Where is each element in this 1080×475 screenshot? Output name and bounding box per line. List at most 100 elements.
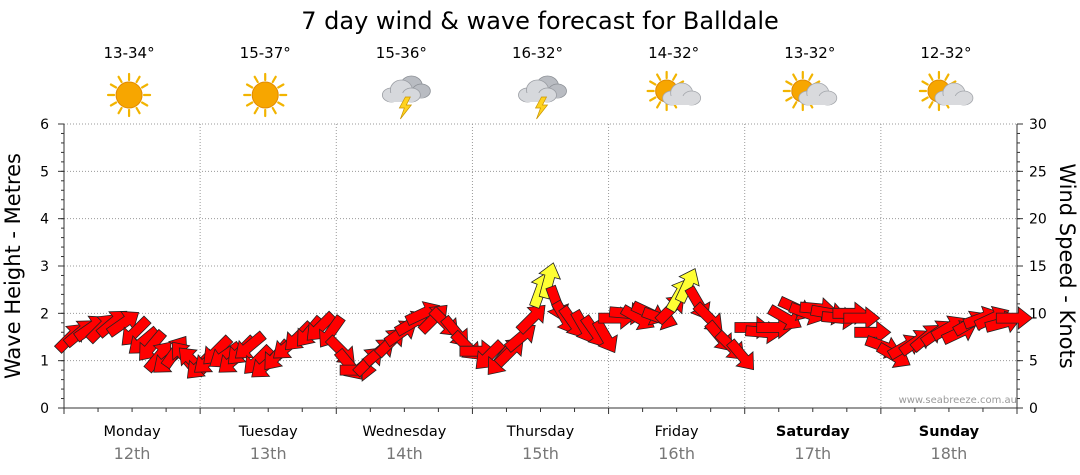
sun-ray (785, 96, 793, 102)
sunny-icon (243, 72, 288, 118)
left-tick-label: 4 (40, 212, 49, 228)
right-tick-label: 10 (1029, 306, 1047, 322)
sun-disc (115, 81, 143, 109)
sun-ray (140, 83, 149, 89)
wind-arrow (591, 318, 618, 354)
cloud-base (938, 96, 969, 105)
sun-ray (944, 73, 950, 81)
left-tick-label: 0 (40, 401, 49, 417)
day-labels: Monday 12th Tuesday 13th Wednesday 14th Thursd… (103, 424, 979, 463)
cloud-base (666, 96, 697, 105)
wind-arrow (995, 306, 1033, 330)
day-date-label: 13th (250, 444, 287, 463)
right-tick-label: 5 (1029, 354, 1038, 370)
day-temperature: 13-34° (104, 44, 155, 62)
partly-cloudy-icon (782, 70, 838, 112)
sun-ray (649, 80, 657, 86)
lightning-bolt (534, 96, 549, 120)
grid (64, 123, 1017, 408)
day-temperature: 13-32° (784, 44, 835, 62)
sun-ray (808, 73, 814, 81)
sun-ray (649, 96, 657, 102)
sun-ray (140, 101, 149, 107)
day-name-label: Friday (655, 424, 699, 440)
day-temperature: 16-32° (512, 44, 563, 62)
sun-ray (277, 101, 285, 107)
sun-ray (656, 101, 662, 109)
day-temperature: 12-32° (920, 44, 971, 62)
wind-arrow-gust (674, 267, 700, 304)
sun-ray (921, 96, 929, 102)
day-name-label: Sunday (919, 424, 980, 440)
credit-label: www.seabreeze.com.au (899, 395, 1017, 406)
sun-ray (245, 101, 254, 107)
sun-ray (271, 106, 277, 115)
left-tick-label: 5 (40, 164, 49, 180)
wind-arrow (843, 306, 881, 330)
thunderstorm-icon (381, 75, 431, 120)
left-tick-label: 2 (40, 306, 49, 322)
chart-title: 7 day wind & wave forecast for Balldale (301, 7, 779, 35)
left-tick-label: 1 (40, 354, 49, 370)
wind-arrow (139, 328, 168, 361)
lightning-bolt (398, 96, 413, 120)
day-date-label: 14th (386, 444, 423, 463)
sun-ray (117, 106, 123, 115)
sun-ray (656, 73, 662, 81)
sun-ray (109, 101, 118, 107)
wind-arrows (53, 262, 1033, 382)
day-temperature: 14-32° (648, 44, 699, 62)
left-tick-label: 6 (40, 117, 49, 133)
day-date-label: 18th (931, 444, 968, 463)
sun-ray (271, 75, 277, 84)
left-tick-label: 3 (40, 259, 49, 275)
sun-ray (253, 75, 259, 84)
day-date-label: 16th (658, 444, 695, 463)
sun-disc (251, 81, 279, 109)
sun-ray (792, 73, 798, 81)
sun-ray (785, 80, 793, 86)
sun-ray (253, 106, 259, 115)
day-date-label: 15th (522, 444, 559, 463)
cloud-base (522, 93, 553, 102)
wind-arrow (726, 338, 754, 371)
cloud-base (386, 93, 417, 102)
right-tick-label: 15 (1029, 259, 1047, 275)
day-date-label: 12th (114, 444, 151, 463)
right-axis-title: Wind Speed - Knots (1055, 163, 1079, 368)
day-name-label: Wednesday (362, 424, 446, 440)
sun-ray (277, 83, 285, 89)
sun-ray (928, 73, 934, 81)
day-name-label: Saturday (776, 424, 850, 440)
right-tick-label: 30 (1029, 117, 1047, 133)
sun-ray (245, 83, 254, 89)
wind-arrow (854, 320, 892, 345)
sunny-icon (106, 72, 152, 118)
wind-arrow (105, 311, 140, 338)
day-temperature: 15-37° (240, 44, 291, 62)
day-name-label: Tuesday (238, 424, 298, 440)
day-temperature: 15-36° (376, 44, 427, 62)
wind-arrow (515, 304, 546, 335)
partly-cloudy-icon (918, 70, 974, 112)
sun-ray (117, 75, 123, 84)
sun-ray (135, 75, 141, 84)
sun-ray (792, 101, 798, 109)
day-name-label: Monday (103, 424, 161, 440)
sun-ray (928, 101, 934, 109)
wind-arrow (766, 304, 802, 331)
sun-ray (921, 80, 929, 86)
sun-ray (109, 83, 118, 89)
cloud-base (802, 96, 833, 105)
sun-ray (135, 106, 141, 115)
sun-ray (672, 73, 678, 81)
thunderstorm-icon (518, 75, 567, 120)
right-tick-label: 0 (1029, 401, 1038, 417)
partly-cloudy-icon (646, 70, 702, 112)
wind-arrow (234, 330, 267, 359)
day-date-label: 17th (794, 444, 831, 463)
right-tick-label: 25 (1029, 164, 1047, 180)
left-axis-title: Wave Height - Metres (1, 153, 25, 379)
day-name-label: Thursday (506, 424, 575, 440)
